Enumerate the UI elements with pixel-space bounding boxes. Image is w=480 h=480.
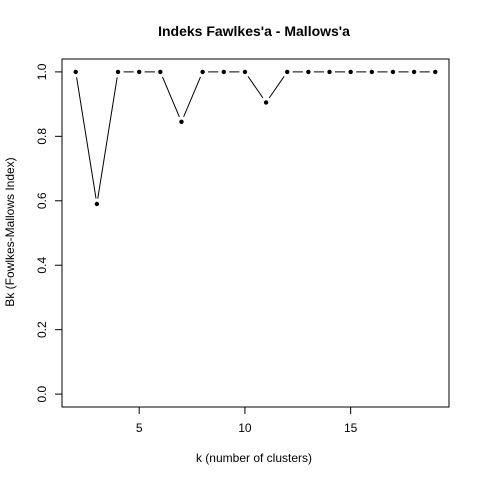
series-line-segment xyxy=(162,76,180,117)
y-tick-label: 1.0 xyxy=(35,63,49,80)
data-point xyxy=(179,119,184,125)
data-point xyxy=(390,69,396,75)
y-axis: 0.0 0.2 0.4 0.6 0.8 1.0 xyxy=(35,63,63,402)
x-tick-label: 15 xyxy=(344,421,358,435)
data-point xyxy=(285,69,290,75)
series-line-segment xyxy=(183,76,201,117)
y-tick-label: 0.4 xyxy=(35,257,49,274)
chart-title: Indeks Fawlkes'a - Mallows'a xyxy=(158,23,350,39)
y-tick-label: 0.2 xyxy=(35,321,49,338)
data-point xyxy=(115,69,121,75)
data-point xyxy=(327,69,332,75)
x-axis: 5 10 15 xyxy=(136,406,358,435)
data-point xyxy=(306,69,311,75)
y-tick-label: 0.8 xyxy=(35,128,49,145)
x-tick-label: 10 xyxy=(238,421,252,435)
y-axis-label: Bk (Fowlkes-Mallows Index) xyxy=(3,157,17,306)
series-line-segment xyxy=(268,76,285,99)
data-series xyxy=(73,69,438,207)
data-point xyxy=(136,69,142,75)
series-line-segment xyxy=(76,77,97,199)
data-point xyxy=(263,100,269,105)
data-point xyxy=(200,69,205,75)
data-point xyxy=(94,201,100,207)
data-point xyxy=(369,69,375,75)
series-line-segment xyxy=(97,77,118,199)
y-tick-label: 0.6 xyxy=(35,192,49,209)
data-point xyxy=(411,69,417,75)
data-point xyxy=(348,69,353,75)
data-point xyxy=(433,69,438,75)
data-point xyxy=(158,69,163,75)
x-tick-label: 5 xyxy=(136,421,143,435)
data-point xyxy=(221,69,226,75)
x-axis-label: k (number of clusters) xyxy=(196,451,312,465)
series-line-segment xyxy=(247,76,264,99)
data-point xyxy=(73,69,78,75)
data-point xyxy=(242,69,248,75)
y-tick-label: 0.0 xyxy=(35,385,49,402)
